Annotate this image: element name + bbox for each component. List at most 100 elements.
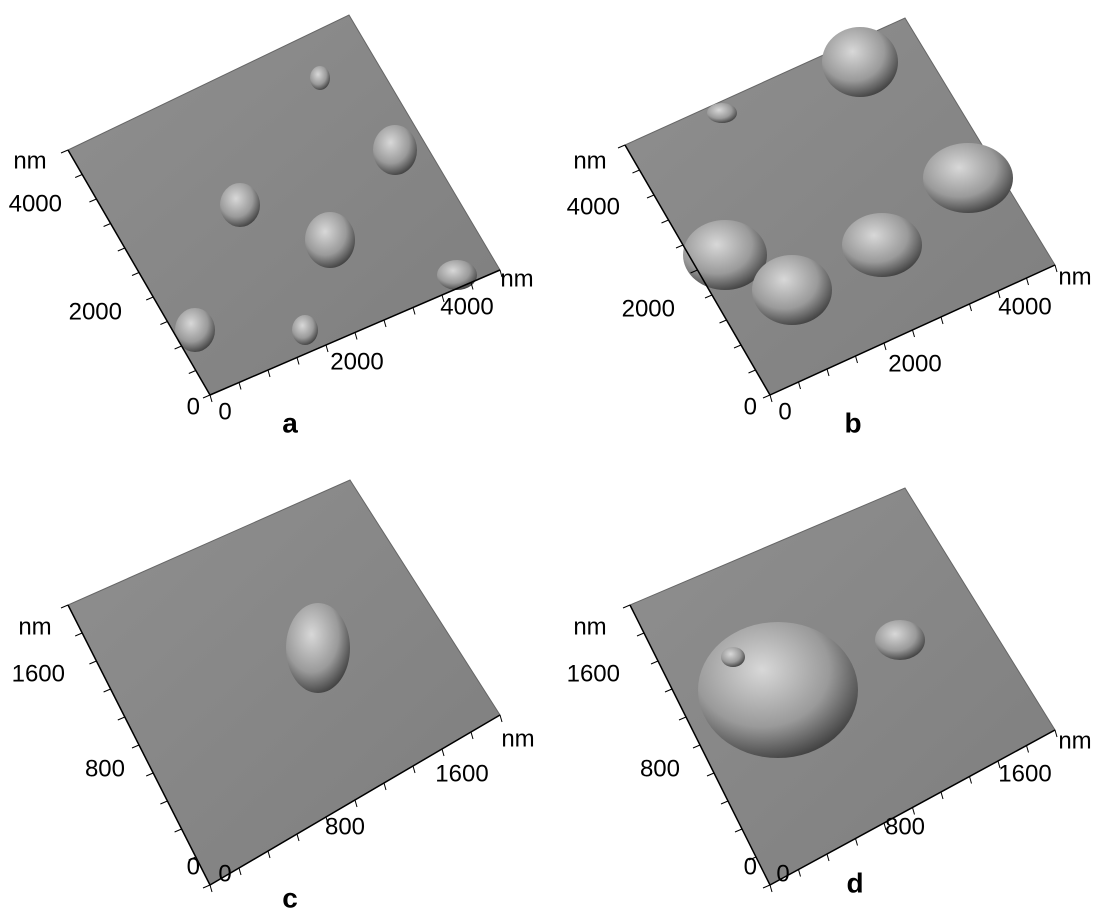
tick-mark: [146, 297, 153, 300]
tick-mark: [720, 320, 727, 323]
tick-mark: [104, 689, 111, 692]
tick-mark: [1027, 278, 1029, 285]
tick-label: 2000: [622, 295, 675, 322]
particle: [373, 125, 417, 175]
tick-label: 1600: [567, 660, 620, 687]
tick-label: 0: [778, 398, 791, 425]
tick-mark: [1027, 746, 1029, 753]
tick-label: 4000: [9, 190, 62, 217]
tick-mark: [770, 885, 772, 892]
tick-label: 1600: [435, 760, 488, 787]
axis-unit: nm: [13, 147, 46, 174]
tick-mark: [146, 773, 153, 776]
tick-mark: [413, 308, 415, 315]
tick-mark: [913, 330, 915, 337]
axis-unit: nm: [18, 613, 51, 640]
particle: [721, 647, 745, 667]
tick-label: 1600: [998, 760, 1051, 787]
tick-label: 800: [885, 813, 925, 840]
tick-mark: [175, 346, 182, 349]
tick-mark: [633, 170, 640, 173]
tick-mark: [618, 145, 625, 148]
tick-mark: [749, 370, 756, 373]
axis-unit: nm: [573, 613, 606, 640]
axis-unit: nm: [1058, 263, 1091, 290]
tick-mark: [297, 834, 299, 841]
surface: [68, 480, 500, 885]
particle: [292, 315, 318, 345]
tick-mark: [884, 343, 886, 350]
tick-mark: [413, 766, 415, 773]
tick-label: 2000: [888, 350, 941, 377]
tick-mark: [827, 369, 829, 376]
tick-label: 2000: [330, 348, 383, 375]
particle: [875, 620, 925, 660]
particle: [305, 212, 355, 268]
tick-mark: [268, 370, 270, 377]
tick-mark: [665, 689, 672, 692]
tick-mark: [355, 333, 357, 340]
tick-mark: [89, 661, 96, 664]
tick-mark: [118, 717, 125, 720]
panel-label: c: [282, 882, 298, 908]
tick-mark: [693, 745, 700, 748]
panel-label: d: [846, 867, 863, 898]
particle: [707, 103, 737, 123]
tick-mark: [799, 382, 801, 389]
tick-mark: [1055, 730, 1057, 737]
tick-mark: [210, 395, 212, 402]
tick-mark: [856, 356, 858, 363]
tick-mark: [268, 851, 270, 858]
tick-mark: [763, 885, 770, 888]
tick-mark: [500, 715, 502, 722]
tick-label: 0: [744, 393, 757, 420]
axis-unit: nm: [500, 265, 533, 292]
particle: [752, 255, 832, 325]
tick-label: 2000: [69, 298, 122, 325]
tick-mark: [75, 633, 82, 636]
axis-unit: nm: [501, 725, 534, 752]
panel-label: b: [844, 407, 861, 438]
tick-label: 800: [85, 755, 125, 782]
tick-mark: [623, 605, 630, 608]
tick-mark: [189, 371, 196, 374]
tick-mark: [239, 868, 241, 875]
tick-mark: [471, 732, 473, 739]
tick-mark: [707, 773, 714, 776]
tick-mark: [734, 345, 741, 348]
tick-mark: [799, 870, 801, 877]
tick-mark: [770, 395, 772, 402]
tick-mark: [647, 195, 654, 198]
tick-mark: [61, 605, 68, 608]
tick-mark: [203, 395, 210, 398]
tick-mark: [355, 800, 357, 807]
tick-mark: [104, 224, 111, 227]
particle: [437, 260, 477, 290]
panel-label: a: [282, 407, 298, 438]
tick-mark: [763, 395, 770, 398]
tick-mark: [970, 777, 972, 784]
tick-mark: [705, 295, 712, 298]
axis-unit: nm: [1058, 727, 1091, 754]
tick-mark: [175, 829, 182, 832]
tick-mark: [61, 150, 68, 153]
tick-mark: [721, 801, 728, 804]
particle: [698, 622, 858, 758]
tick-mark: [132, 273, 139, 276]
tick-label: 800: [640, 755, 680, 782]
tick-mark: [210, 885, 212, 892]
tick-mark: [203, 885, 210, 888]
tick-label: 0: [218, 398, 231, 425]
tick-mark: [239, 383, 241, 390]
tick-label: 4000: [567, 193, 620, 220]
tick-mark: [735, 829, 742, 832]
particle: [842, 213, 922, 277]
tick-mark: [970, 304, 972, 311]
tick-label: 800: [325, 813, 365, 840]
tick-mark: [662, 220, 669, 223]
tick-label: 0: [187, 853, 200, 880]
tick-label: 1600: [12, 660, 65, 687]
